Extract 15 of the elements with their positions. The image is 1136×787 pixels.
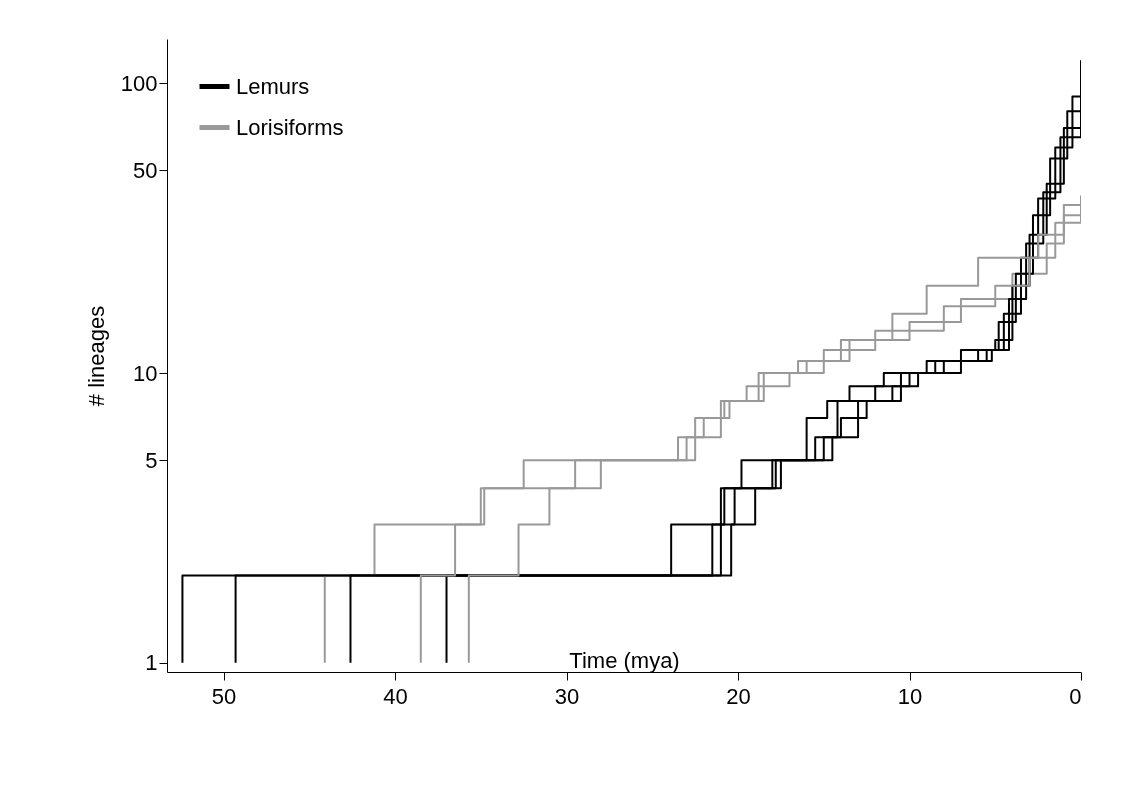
y-tick-label: 50 bbox=[133, 157, 158, 183]
x-tick-label: 0 bbox=[1069, 683, 1082, 709]
y-tick-label: 1 bbox=[145, 650, 158, 676]
y-axis-title: # lineages bbox=[83, 305, 109, 407]
x-tick-label: 40 bbox=[383, 683, 408, 709]
legend-label: Lorisiforms bbox=[236, 114, 344, 140]
x-tick-label: 30 bbox=[554, 683, 580, 709]
x-tick-label: 50 bbox=[211, 683, 237, 709]
legend-label: Lemurs bbox=[236, 73, 310, 99]
y-tick-label: 5 bbox=[145, 447, 158, 473]
y-tick-label: 10 bbox=[133, 360, 158, 386]
x-tick-label: 20 bbox=[726, 683, 751, 709]
x-axis-title: Time (mya) bbox=[569, 647, 680, 673]
y-tick-label: 100 bbox=[120, 70, 158, 96]
x-tick-label: 10 bbox=[897, 683, 923, 709]
